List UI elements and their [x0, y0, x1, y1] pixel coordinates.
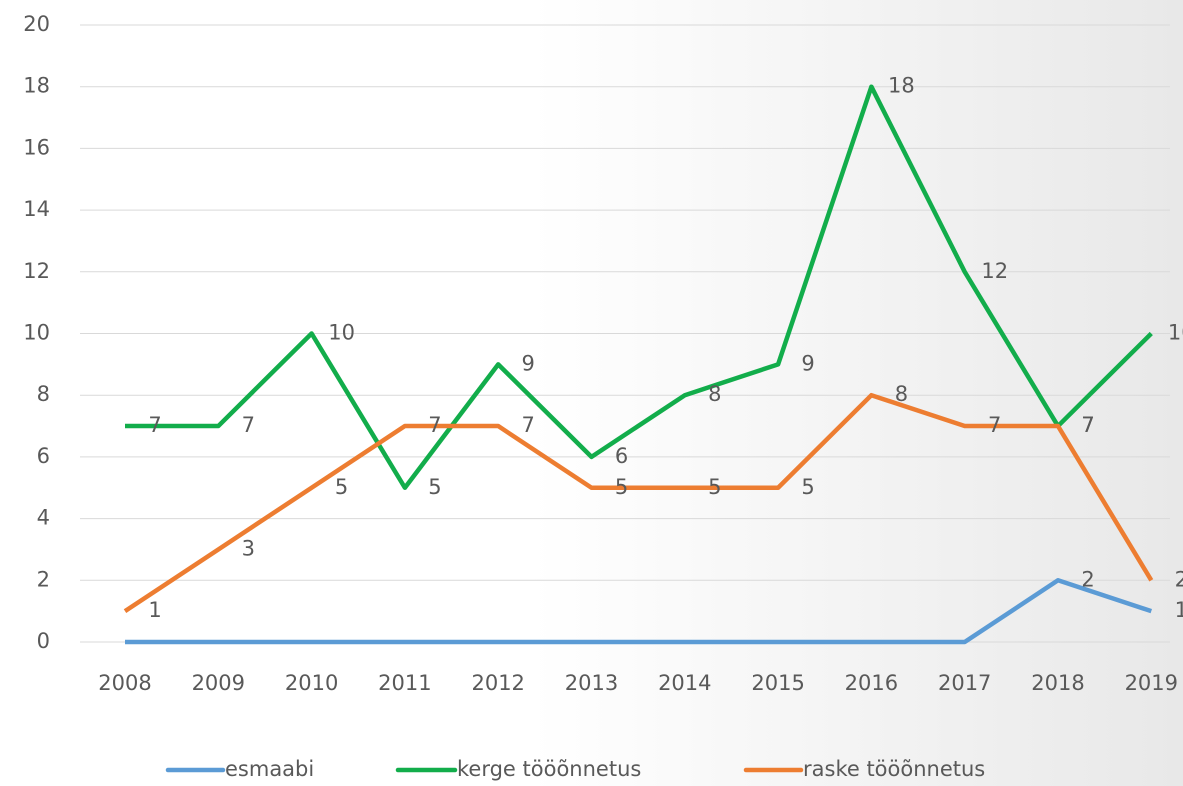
x-tick-label: 2010	[285, 671, 338, 695]
series-line	[123, 392, 1154, 614]
x-tick-label: 2011	[378, 671, 431, 695]
legend-label: kerge tööõnnetus	[457, 757, 641, 781]
data-label: 7	[242, 413, 255, 437]
x-tick-label: 2014	[658, 671, 711, 695]
x-tick-label: 2015	[751, 671, 804, 695]
data-label: 5	[428, 475, 441, 499]
data-label: 7	[1081, 413, 1094, 437]
y-tick-label: 6	[37, 444, 50, 468]
data-label: 2	[1081, 567, 1094, 591]
data-label: 7	[428, 413, 441, 437]
x-tick-label: 2013	[565, 671, 618, 695]
x-tick-label: 2009	[192, 671, 245, 695]
data-label: 10	[1168, 321, 1183, 345]
data-label: 2	[1175, 567, 1183, 591]
data-label: 1	[1175, 598, 1183, 622]
x-tick-label: 2018	[1031, 671, 1084, 695]
series-line	[125, 578, 1153, 645]
data-label: 8	[895, 382, 908, 406]
data-label: 9	[522, 351, 535, 375]
x-tick-label: 2016	[845, 671, 898, 695]
data-label: 5	[615, 475, 628, 499]
legend-label: raske tööõnnetus	[803, 757, 985, 781]
data-label: 5	[708, 475, 721, 499]
y-tick-label: 20	[23, 12, 50, 36]
y-tick-label: 0	[37, 629, 50, 653]
y-tick-label: 18	[23, 74, 50, 98]
y-tick-label: 10	[23, 321, 50, 345]
data-label: 6	[615, 444, 628, 468]
data-label: 10	[328, 321, 355, 345]
data-label: 9	[801, 351, 814, 375]
x-tick-label: 2012	[471, 671, 524, 695]
data-label: 5	[801, 475, 814, 499]
y-tick-label: 8	[37, 382, 50, 406]
y-tick-label: 12	[23, 259, 50, 283]
x-tick-label: 2017	[938, 671, 991, 695]
data-label: 7	[1081, 413, 1094, 437]
data-label: 5	[335, 475, 348, 499]
data-label: 12	[981, 259, 1008, 283]
data-label: 7	[522, 413, 535, 437]
y-tick-label: 2	[37, 567, 50, 591]
data-label: 7	[148, 413, 161, 437]
x-tick-label: 2008	[98, 671, 151, 695]
data-label: 8	[708, 382, 721, 406]
x-tick-label: 2019	[1125, 671, 1178, 695]
data-label: 3	[242, 536, 255, 560]
y-tick-label: 4	[37, 506, 50, 530]
data-label: 1	[148, 598, 161, 622]
legend-label: esmaabi	[225, 757, 314, 781]
y-tick-label: 16	[23, 135, 50, 159]
y-tick-label: 14	[23, 197, 50, 221]
series-line	[125, 84, 1153, 490]
data-label: 18	[888, 74, 915, 98]
data-label: 7	[988, 413, 1001, 437]
